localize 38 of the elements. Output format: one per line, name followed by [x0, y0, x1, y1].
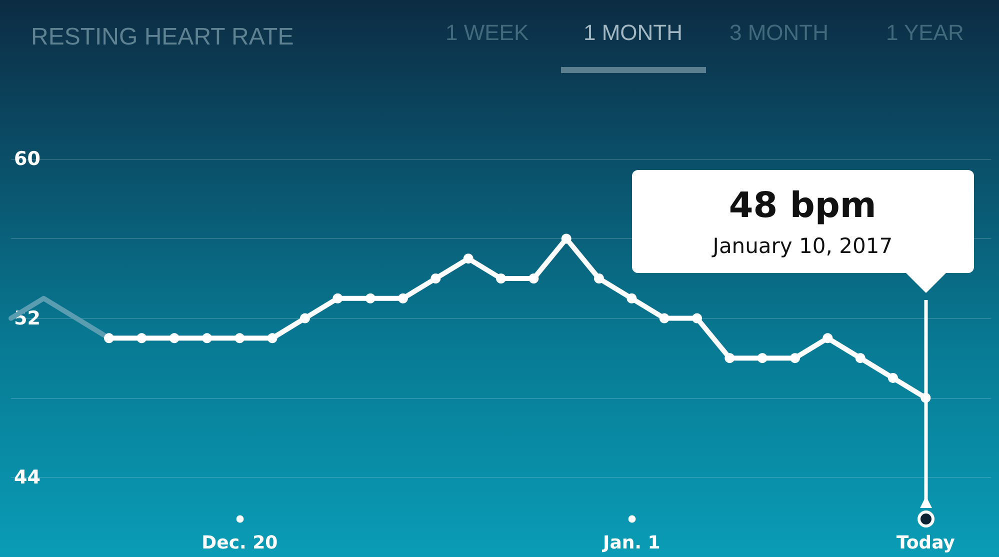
point — [594, 274, 604, 284]
point — [790, 353, 800, 364]
point — [855, 353, 866, 364]
point — [822, 333, 833, 344]
annotation: 1 MONTH — [584, 20, 682, 46]
point — [267, 333, 278, 344]
point — [365, 293, 376, 304]
point — [888, 372, 898, 383]
point — [659, 313, 670, 324]
y-tick-label: 44 — [14, 466, 40, 488]
annotation: January 10, 2017 — [710, 233, 894, 259]
y-tick-label: 60 — [14, 148, 40, 170]
point — [561, 234, 572, 244]
point — [626, 293, 637, 304]
point — [104, 333, 114, 344]
point — [300, 313, 310, 324]
point — [757, 353, 768, 364]
point — [724, 353, 735, 364]
x-tick-label: Jan. 1 — [601, 532, 660, 554]
x-tick-label: Today — [896, 532, 956, 554]
point — [528, 274, 539, 284]
x-tick-label: Dec. 20 — [202, 532, 278, 554]
point — [332, 293, 343, 304]
point — [169, 333, 180, 344]
annotation: 3 MONTH — [730, 20, 828, 46]
point — [463, 254, 474, 264]
annotation: 48 bpm — [728, 185, 878, 227]
text: RESTING HEART RATE — [31, 24, 294, 50]
callout: 48 bpm January 10, 2017 — [632, 170, 974, 293]
point — [398, 293, 408, 304]
annotation: 1 WEEK — [446, 20, 529, 46]
point — [496, 274, 506, 284]
point — [234, 333, 245, 344]
point — [430, 274, 441, 284]
point — [692, 313, 702, 324]
annotation: 1 YEAR — [886, 20, 964, 46]
point — [202, 333, 212, 344]
point — [136, 333, 147, 344]
